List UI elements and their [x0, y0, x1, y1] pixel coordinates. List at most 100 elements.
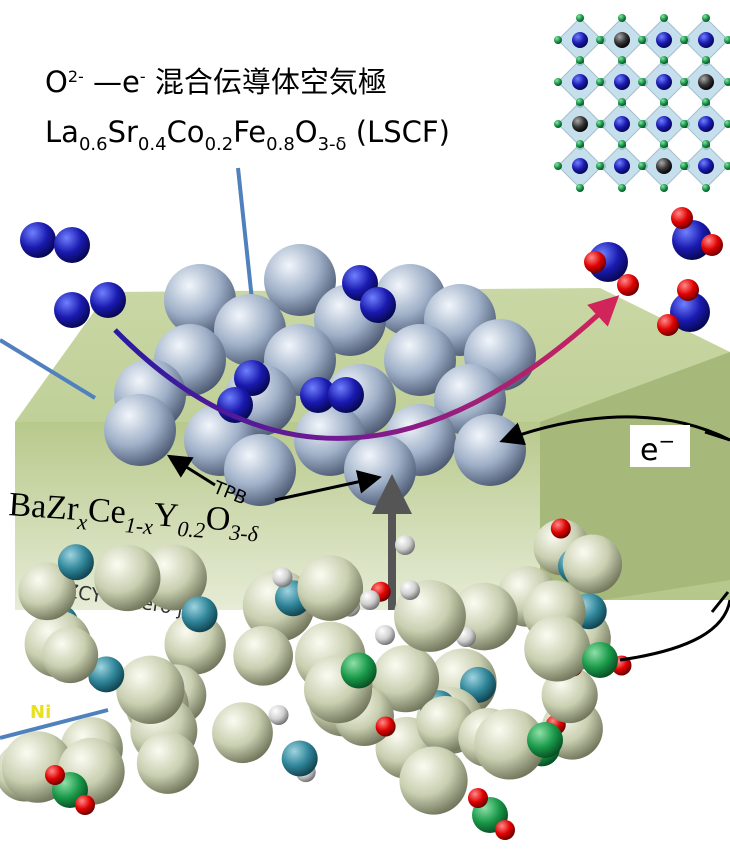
sphere [702, 98, 710, 106]
text-part: Sr [108, 115, 138, 149]
text-part: 混合伝導体空気極 [146, 65, 387, 99]
sphere [656, 158, 672, 174]
cathode-formula: La0.6​Sr0.4​Co0.2​Fe0.8​O3-δ​ (LSCF) [45, 115, 450, 155]
sphere [454, 414, 526, 486]
electrolyte-formula: BaZrx​Ce1-x​Y0.2​O3-δ​ [7, 486, 261, 546]
sphere [495, 820, 515, 840]
sphere [614, 158, 630, 174]
sphere [328, 377, 364, 413]
anode-particles [0, 518, 632, 840]
sphere [596, 36, 604, 44]
sphere [702, 14, 710, 22]
sphere [702, 56, 710, 64]
sphere [584, 251, 606, 273]
sphere [90, 282, 126, 318]
tpb-arrow [274, 470, 382, 502]
sphere [104, 394, 176, 466]
sphere [94, 544, 161, 612]
subscript: 0.4 [138, 134, 167, 155]
sphere [212, 702, 273, 764]
sphere [618, 14, 626, 22]
sphere [233, 625, 293, 686]
text-part: Ce [87, 492, 127, 532]
sphere [671, 207, 693, 229]
sphere [554, 120, 562, 128]
sphere [527, 722, 563, 758]
sphere [360, 590, 380, 610]
sphere [701, 234, 723, 256]
sphere [656, 116, 672, 132]
sphere [702, 140, 710, 148]
leader-line [236, 167, 254, 301]
sphere [618, 140, 626, 148]
supscript: − [658, 429, 675, 453]
sphere [702, 184, 710, 192]
sphere [596, 78, 604, 86]
reaction-arc [113, 295, 620, 441]
sphere [656, 32, 672, 48]
text-part: Y [153, 496, 180, 535]
sphere [656, 74, 672, 90]
text-part: e [640, 433, 658, 468]
sphere [116, 655, 185, 724]
sphere [88, 656, 125, 693]
text-part: BaZr [7, 486, 80, 528]
sphere [375, 716, 396, 737]
sphere [136, 731, 199, 794]
sphere [638, 36, 646, 44]
sphere [18, 562, 77, 621]
sphere [562, 534, 623, 594]
sphere [554, 162, 562, 170]
sphere [576, 14, 584, 22]
sphere [572, 74, 588, 90]
sphere [550, 518, 571, 539]
sphere [57, 544, 94, 581]
subscript: 0.8 [266, 134, 295, 155]
supscript: 2- [68, 67, 84, 86]
subscript: x [76, 509, 89, 535]
sphere [614, 32, 630, 48]
sphere [670, 292, 710, 332]
sphere [698, 32, 714, 48]
electron-arrow [499, 415, 730, 446]
sphere [395, 535, 415, 555]
sphere [399, 746, 468, 815]
text-part: O [45, 65, 68, 99]
sphere [42, 627, 99, 684]
subscript: 1-x [124, 512, 154, 539]
electron-label: e−​ [640, 429, 675, 468]
sphere [596, 162, 604, 170]
electron-arrow [704, 430, 730, 613]
sphere [360, 287, 396, 323]
crystal-structure [554, 14, 730, 192]
anode-label: Ni [30, 702, 51, 723]
text-part: O [205, 500, 232, 539]
sphere [524, 615, 591, 682]
sphere [468, 788, 488, 808]
leader-line [0, 708, 109, 740]
sphere [300, 377, 336, 413]
sphere [20, 222, 56, 258]
sphere [554, 36, 562, 44]
sphere [698, 158, 714, 174]
subscript: 3-δ [318, 134, 347, 155]
sphere [372, 645, 440, 713]
sphere [660, 56, 668, 64]
sphere [576, 140, 584, 148]
sphere [572, 32, 588, 48]
text-part: Co [167, 115, 205, 149]
sphere [400, 580, 420, 600]
supscript: - [140, 67, 146, 86]
cathode-label: O2-​ —e-​ 混合伝導体空気極 [45, 65, 387, 99]
sphere [224, 434, 296, 506]
sphere [297, 555, 364, 621]
sphere [724, 162, 730, 170]
sphere [698, 116, 714, 132]
sphere [264, 244, 336, 316]
sphere [576, 56, 584, 64]
sphere [724, 78, 730, 86]
sphere [698, 74, 714, 90]
sphere [596, 120, 604, 128]
